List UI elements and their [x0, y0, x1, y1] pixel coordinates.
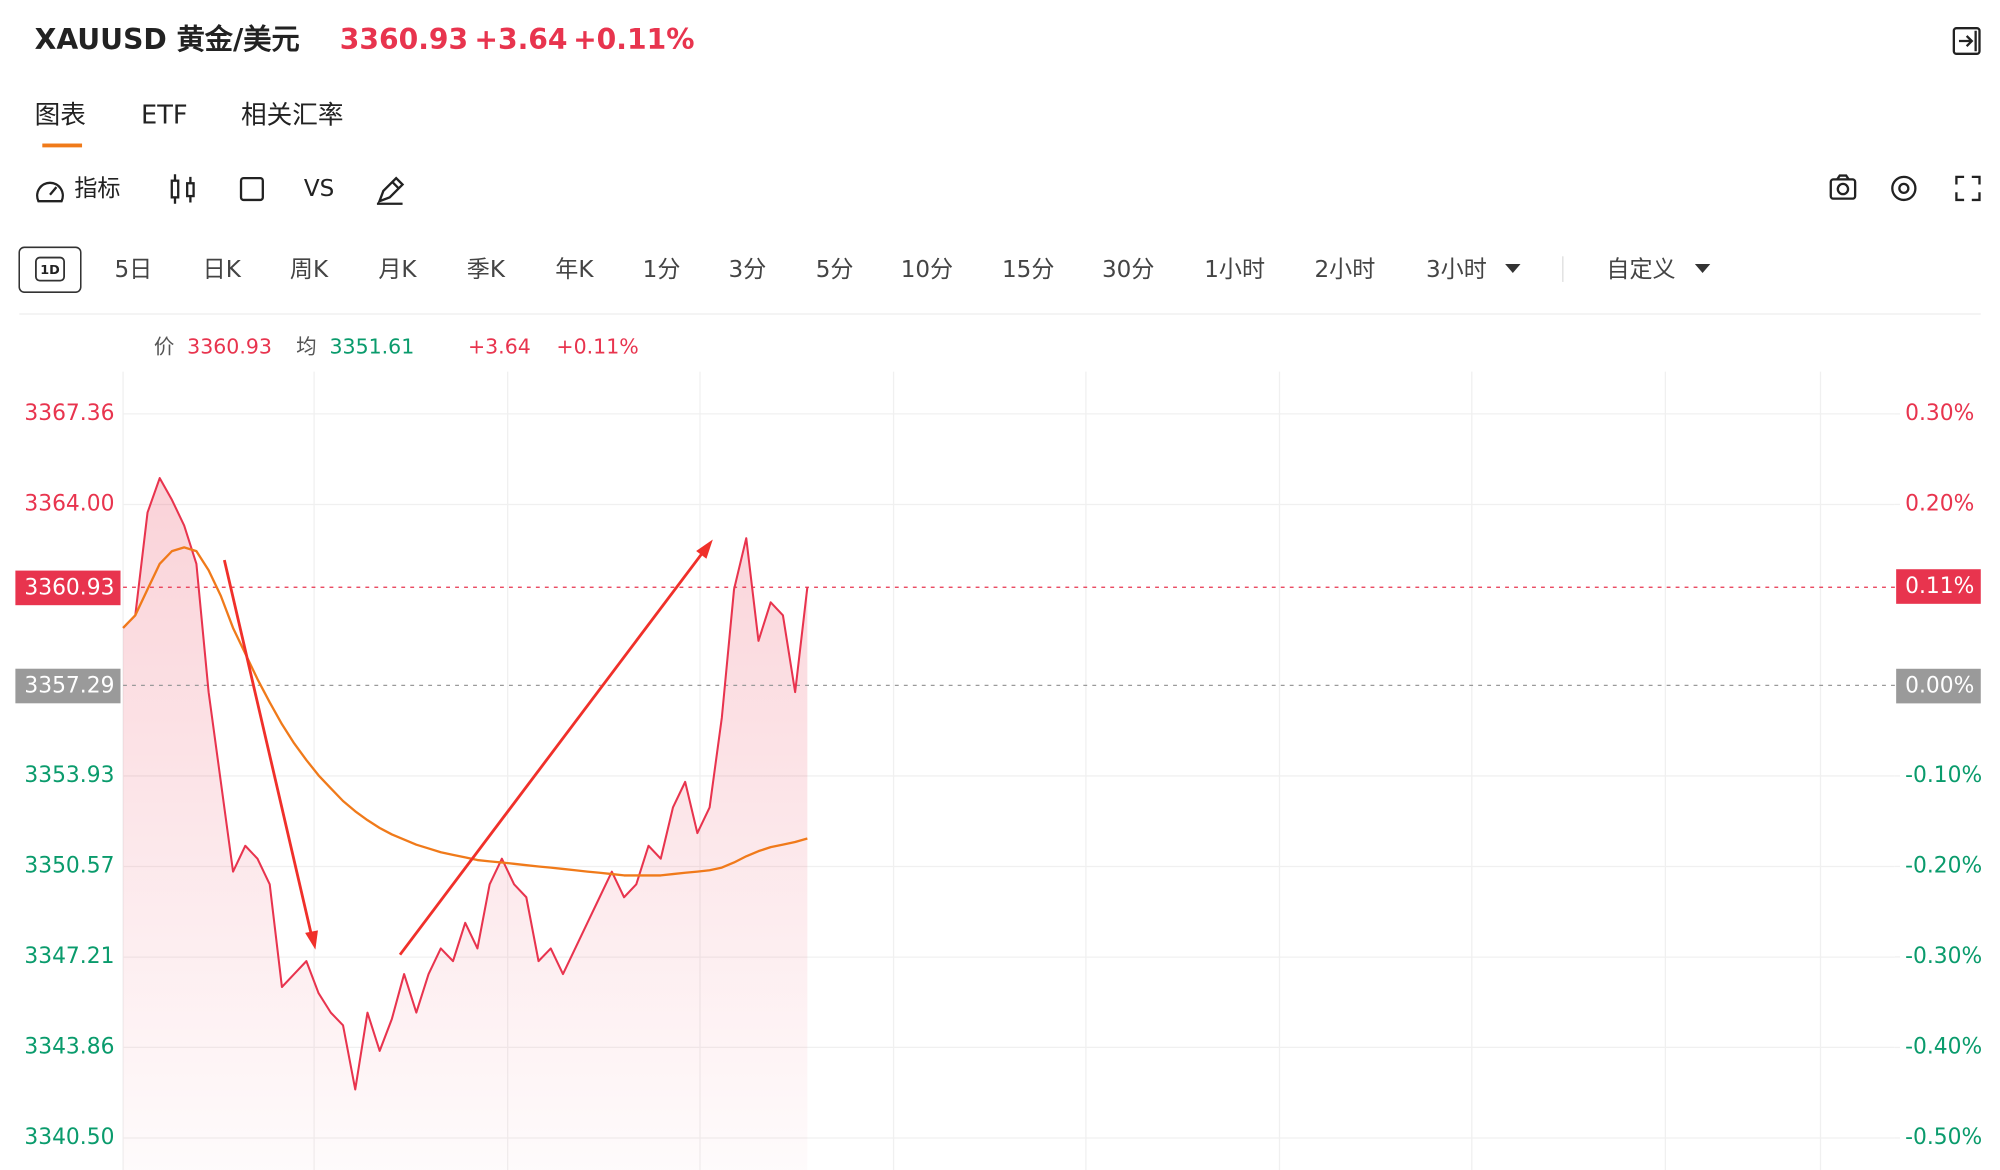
- annotation-arrows: [222, 539, 713, 956]
- period-button[interactable]: 5分: [816, 257, 854, 283]
- chart: 3367.36 3364.00 3353.93 3350.57 3347.21 3343.…: [15, 334, 1982, 1170]
- pct-tag: [1896, 569, 1981, 604]
- tab[interactable]: ETF: [141, 101, 188, 131]
- y2-tick-label: 0.30%: [1905, 401, 1974, 426]
- symbol: XAUUSD 黄金/美元: [35, 23, 300, 56]
- indicator-icon[interactable]: [36, 181, 64, 203]
- price-tag: [15, 570, 121, 606]
- price-tag-label: 3357.29: [24, 674, 114, 699]
- change: +3.64: [474, 23, 567, 56]
- period-selected: [18, 246, 82, 293]
- period-bar: 1D 5日 日K 周K 月K 季K 年K 1分 3分 5分 10分 15分 30分 1小时 2小时 3小时 自定…: [18, 246, 1711, 293]
- info-label: 价: [154, 334, 175, 358]
- change-pct: +0.11%: [573, 23, 694, 56]
- dropdown-arrow: [1694, 263, 1711, 273]
- period-button[interactable]: 15分: [1002, 257, 1054, 283]
- pct-tag: [1896, 668, 1981, 704]
- pct-tag-label: 0.11%: [1905, 574, 1974, 599]
- indicator-button[interactable]: 指标: [74, 176, 120, 202]
- y2-tick-label: -0.10%: [1905, 763, 1982, 788]
- tab-underline: [42, 143, 83, 148]
- info-change-pct: +0.11%: [556, 334, 638, 358]
- info-label: 均: [296, 334, 317, 358]
- camera-icon[interactable]: [1829, 174, 1857, 200]
- y-tick-label: 3340.50: [24, 1125, 114, 1150]
- period-button[interactable]: 月K: [378, 257, 417, 283]
- area-fill: [123, 478, 808, 1170]
- period-button[interactable]: 日K: [203, 257, 242, 283]
- price-line: [122, 477, 809, 1091]
- period-button[interactable]: 周K: [290, 257, 329, 283]
- period-button[interactable]: 年K: [555, 257, 594, 283]
- tab[interactable]: 相关汇率: [241, 101, 344, 131]
- y-tick-label: 3343.86: [24, 1034, 114, 1059]
- info-price: 3360.93: [187, 334, 272, 358]
- y2-tick-label: -0.20%: [1905, 853, 1982, 878]
- settings-icon[interactable]: [1891, 175, 1917, 202]
- period-button[interactable]: 1D: [40, 263, 60, 278]
- y2-tick-label: -0.40%: [1905, 1034, 1982, 1059]
- price-tag: [15, 668, 121, 704]
- fullscreen-icon[interactable]: [1955, 175, 1981, 202]
- candle-icon[interactable]: [170, 174, 195, 204]
- period-button[interactable]: 5日: [114, 257, 152, 283]
- period-button[interactable]: 1小时: [1204, 257, 1265, 283]
- y-tick-label: 3347.21: [24, 944, 114, 969]
- y2-tick-label: -0.50%: [1905, 1125, 1982, 1150]
- period-button[interactable]: 3小时: [1426, 257, 1487, 283]
- price: 3360.93: [340, 23, 468, 56]
- tab[interactable]: 图表: [35, 101, 86, 131]
- period-button[interactable]: 30分: [1102, 257, 1154, 283]
- pct-tag-label: 0.00%: [1905, 674, 1974, 699]
- y2-tick-label: 0.20%: [1905, 491, 1974, 516]
- price-tag-label: 3360.93: [24, 576, 114, 601]
- collapse-icon[interactable]: [1952, 27, 1981, 55]
- y-tick-label: 3364.00: [24, 491, 114, 516]
- period-button[interactable]: 1分: [643, 257, 681, 283]
- info-change: +3.64: [468, 334, 531, 358]
- period-button[interactable]: 3分: [729, 257, 767, 283]
- period-icon: [35, 256, 66, 282]
- dropdown-arrow: [1505, 263, 1521, 273]
- y-tick-label: 3350.57: [24, 854, 114, 879]
- draw-icon[interactable]: [376, 176, 405, 205]
- average-line: [122, 546, 808, 877]
- period-button[interactable]: 季K: [467, 257, 506, 283]
- y2-tick-label: -0.30%: [1905, 944, 1982, 969]
- info-average: 3351.61: [329, 334, 414, 358]
- shape-icon[interactable]: [239, 176, 264, 202]
- compare-button[interactable]: VS: [304, 176, 334, 202]
- period-button[interactable]: 2小时: [1314, 257, 1375, 283]
- period-button[interactable]: 自定义: [1606, 257, 1675, 283]
- period-button[interactable]: 10分: [901, 257, 953, 283]
- y-tick-label: 3367.36: [24, 401, 114, 426]
- y-tick-label: 3353.93: [24, 763, 114, 788]
